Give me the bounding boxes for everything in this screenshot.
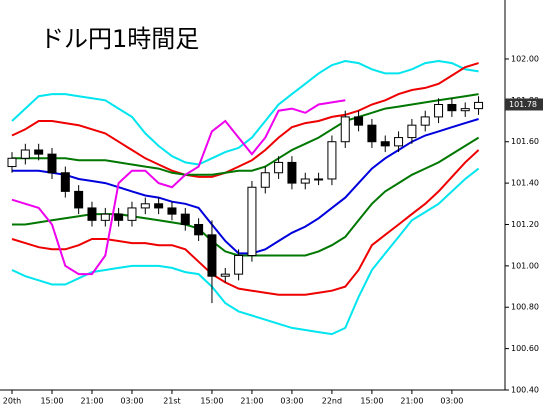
band-line bbox=[11, 99, 346, 276]
candle-body bbox=[47, 153, 57, 174]
x-tick-label: 15:00 bbox=[360, 397, 383, 406]
candle-body bbox=[367, 124, 377, 143]
candle-body bbox=[380, 141, 390, 147]
title-bg bbox=[4, 18, 174, 56]
last-price-label: 101.78 bbox=[509, 100, 537, 109]
candle-body bbox=[434, 103, 444, 118]
candle-body bbox=[300, 178, 310, 184]
candle-body bbox=[234, 255, 244, 275]
candle-body bbox=[354, 116, 364, 126]
candle-body bbox=[180, 213, 190, 225]
y-tick-label: 100.80 bbox=[511, 303, 539, 312]
last-price-box bbox=[505, 98, 543, 111]
candle-body bbox=[447, 103, 457, 112]
band-line bbox=[12, 118, 479, 255]
y-tick-label: 101.40 bbox=[511, 179, 539, 188]
candle-body bbox=[260, 172, 270, 188]
candle-body bbox=[220, 273, 230, 277]
chart-title: ドル円1時間足 bbox=[40, 25, 199, 53]
candle-body bbox=[7, 157, 17, 168]
x-tick-label: 15:00 bbox=[200, 397, 223, 406]
x-tick-label: 15:00 bbox=[40, 397, 63, 406]
candle-body bbox=[127, 207, 137, 221]
x-tick-label: 21:00 bbox=[400, 397, 423, 406]
candle-body bbox=[207, 234, 217, 277]
candle-body bbox=[154, 203, 164, 209]
plot bbox=[7, 59, 484, 336]
y-tick-label: 101.60 bbox=[511, 137, 539, 146]
x-tick-label: 21st bbox=[163, 397, 180, 406]
x-tick-label: 03:00 bbox=[440, 397, 463, 406]
candle-body bbox=[394, 137, 404, 147]
x-tick-label: 03:00 bbox=[120, 397, 143, 406]
candle-body bbox=[460, 108, 470, 112]
candle-body bbox=[34, 149, 44, 155]
candle-body bbox=[247, 186, 257, 257]
band-line bbox=[11, 59, 479, 166]
x-tick-label: 21:00 bbox=[240, 397, 263, 406]
candle-body bbox=[274, 161, 284, 174]
band-line bbox=[11, 62, 479, 178]
candle-body bbox=[100, 213, 110, 221]
candle-body bbox=[20, 149, 30, 159]
candle-body bbox=[60, 172, 70, 192]
candle-body bbox=[74, 190, 84, 209]
candle-body bbox=[167, 207, 177, 215]
candle-body bbox=[474, 101, 484, 110]
candle-body bbox=[114, 213, 124, 221]
x-tick-label: 21:00 bbox=[80, 397, 103, 406]
candle-body bbox=[420, 116, 430, 126]
candle-body bbox=[87, 207, 97, 221]
candle-body bbox=[340, 116, 350, 143]
band-line bbox=[12, 93, 479, 176]
candle-body bbox=[194, 223, 204, 236]
x-tick-label: 03:00 bbox=[280, 397, 303, 406]
y-tick-label: 101.20 bbox=[511, 220, 539, 229]
candle-body bbox=[327, 141, 337, 180]
candle-body bbox=[314, 178, 324, 181]
y-tick-label: 101.00 bbox=[511, 261, 539, 270]
y-tick-label: 100.60 bbox=[511, 344, 539, 353]
candle-body bbox=[140, 203, 150, 209]
y-tick-label: 102.00 bbox=[511, 54, 539, 63]
y-tick-label: 100.40 bbox=[511, 386, 539, 395]
x-tick-label: 20th bbox=[3, 397, 21, 406]
band-line bbox=[11, 149, 480, 296]
x-tick-label: 22nd bbox=[322, 397, 342, 406]
candle-body bbox=[407, 124, 417, 139]
candle-body bbox=[287, 161, 297, 184]
